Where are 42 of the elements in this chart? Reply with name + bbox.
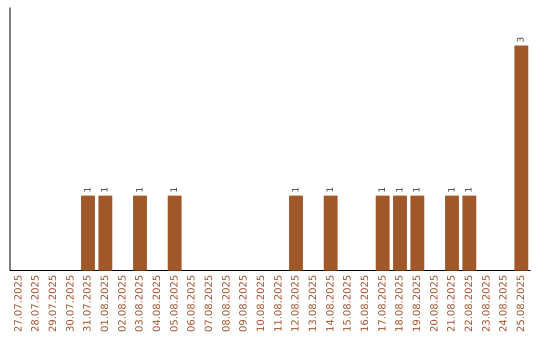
x-tick-label: 24.08.2025	[498, 274, 510, 332]
x-tick-label: 18.08.2025	[394, 274, 406, 332]
x-tick-label: 12.08.2025	[290, 274, 302, 332]
x-tick-label: 27.07.2025	[13, 274, 24, 332]
x-tick-label: 07.08.2025	[204, 274, 215, 332]
x-tick-label: 23.08.2025	[481, 274, 492, 332]
data-label: 1	[447, 186, 458, 193]
x-tick-label: 25.08.2025	[516, 274, 527, 332]
x-tick-label: 16.08.2025	[360, 274, 371, 332]
x-tick-label: 30.07.2025	[65, 274, 76, 332]
x-tick-label: 10.08.2025	[256, 274, 267, 332]
x-tick-label: 04.08.2025	[152, 274, 163, 332]
x-tick-label: 01.08.2025	[100, 274, 111, 332]
x-tick-label: 02.08.2025	[117, 274, 128, 332]
x-tick-label: 20.08.2025	[429, 274, 440, 332]
data-label: 1	[464, 186, 475, 193]
x-tick-label: 21.08.2025	[446, 274, 458, 332]
data-label: 1	[83, 186, 94, 193]
x-tick-label: 19.08.2025	[412, 274, 423, 332]
x-tick-label: 03.08.2025	[134, 274, 146, 332]
data-label: 1	[291, 186, 302, 193]
x-tick-label: 17.08.2025	[377, 274, 388, 332]
x-tick-label: 09.08.2025	[238, 274, 250, 332]
data-label: 1	[326, 186, 336, 193]
x-tick-label: 13.08.2025	[308, 274, 319, 332]
data-label: 1	[170, 186, 180, 193]
x-tick-label: 08.08.2025	[221, 274, 232, 332]
x-tick-label: 14.08.2025	[325, 274, 336, 332]
data-label: 1	[412, 186, 423, 193]
x-tick-label: 06.08.2025	[186, 274, 198, 332]
x-tick-label: 15.08.2025	[342, 274, 354, 332]
x-tick-label: 29.07.2025	[48, 274, 59, 332]
x-tick-label: 31.07.2025	[82, 274, 94, 332]
x-tick-label: 11.08.2025	[273, 274, 284, 332]
x-tick-label: 22.08.2025	[464, 274, 475, 332]
data-label: 1	[395, 186, 406, 193]
data-label: 3	[516, 36, 527, 43]
x-tick-label: 28.07.2025	[30, 274, 42, 332]
data-label: 1	[378, 186, 388, 193]
data-label: 1	[100, 186, 111, 193]
x-tick-label: 05.08.2025	[169, 274, 180, 332]
data-label: 1	[135, 186, 146, 193]
